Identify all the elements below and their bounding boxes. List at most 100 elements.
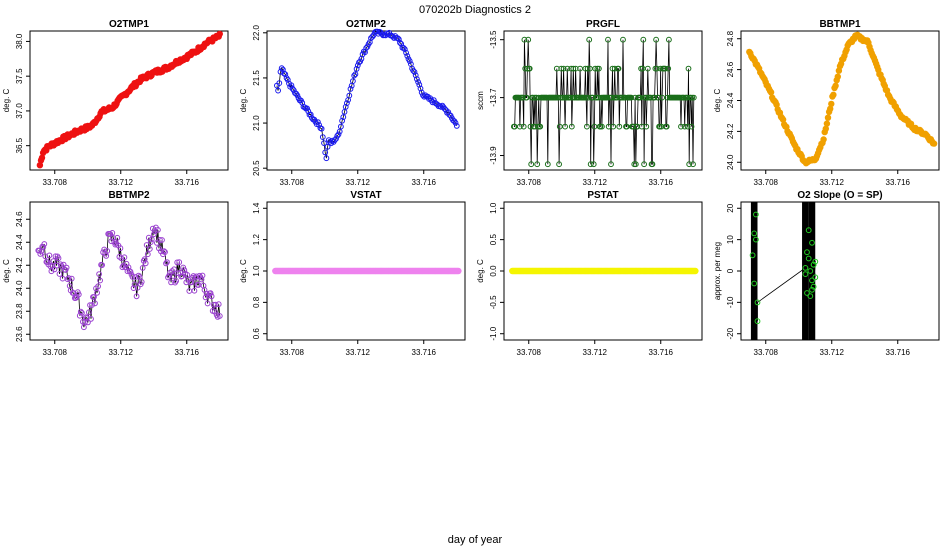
data-point <box>331 137 338 144</box>
data-point <box>616 123 623 130</box>
y-tick-label: -20 <box>726 327 735 339</box>
data-point <box>404 53 411 59</box>
x-tick-label: 33.712 <box>583 178 608 187</box>
data-point <box>322 149 329 156</box>
data-point <box>276 80 283 86</box>
panel-title: O2 Slope (O = SP) <box>797 190 882 201</box>
data-point <box>127 268 134 275</box>
data-point <box>437 103 443 109</box>
data-point <box>117 245 124 252</box>
plot-frame <box>29 30 229 171</box>
panel-title: PRGFL <box>586 19 620 30</box>
data-point <box>334 132 341 139</box>
data-point <box>180 264 187 271</box>
data-point <box>87 302 93 309</box>
data-point <box>590 94 596 101</box>
data-point <box>832 82 839 90</box>
data-point <box>284 76 291 83</box>
data-point <box>749 252 756 259</box>
data-point <box>294 92 301 99</box>
data-point <box>805 255 812 262</box>
x-tick-label: 33.712 <box>583 348 608 357</box>
y-tick-label: 24.4 <box>15 234 24 250</box>
data-point <box>159 237 165 243</box>
data-point <box>610 123 617 130</box>
y-tick-label: 24.8 <box>726 30 735 46</box>
data-point <box>525 36 532 43</box>
x-tick-label: 33.716 <box>649 178 674 187</box>
data-point <box>568 123 575 130</box>
data-point <box>138 279 145 285</box>
data-point <box>40 244 47 251</box>
y-tick-label: -13.9 <box>489 146 498 165</box>
data-point <box>95 283 101 290</box>
data-point <box>577 65 583 72</box>
data-point <box>659 94 665 101</box>
data-point <box>809 286 815 293</box>
data-point <box>394 35 401 41</box>
data-point <box>520 123 527 130</box>
data-point <box>154 240 160 246</box>
data-point <box>85 319 91 326</box>
data-point <box>767 89 775 96</box>
y-tick-label: -1.0 <box>489 326 498 340</box>
data-point <box>131 281 138 288</box>
panel-title: O2TMP1 <box>109 19 149 30</box>
data-point <box>181 267 188 274</box>
x-tick-label: 33.716 <box>412 178 437 187</box>
data-point <box>753 211 759 218</box>
x-tick-label: 33.712 <box>820 348 845 357</box>
x-tick-label: 33.716 <box>649 348 674 357</box>
data-point <box>342 104 349 110</box>
data-point <box>207 290 214 297</box>
data-point <box>101 246 108 253</box>
y-tick-label: 1.4 <box>252 202 261 214</box>
data-point <box>191 287 198 294</box>
data-point <box>42 253 49 260</box>
panel-title: O2TMP2 <box>346 19 386 30</box>
x-tick-label: 33.712 <box>346 348 371 357</box>
panel-title: BBTMP2 <box>108 190 150 201</box>
series-line <box>513 39 695 165</box>
y-tick-label: -13.5 <box>489 30 498 49</box>
x-tick-label: 33.716 <box>412 348 437 357</box>
panel-bbtmp2: BBTMP2 deg. C 33.708 33.712 33.716 23.6 23.8 24… <box>2 190 229 357</box>
data-point <box>520 94 526 101</box>
panel-bbtmp1: BBTMP1 deg. C 33.708 33.712 33.716 24.0 24.2 24… <box>713 19 940 187</box>
data-point <box>215 301 222 308</box>
data-point <box>193 273 200 280</box>
data-point <box>412 72 419 79</box>
data-point <box>754 318 761 325</box>
data-point <box>415 79 422 85</box>
data-point <box>141 256 148 263</box>
y-tick-label: 37.5 <box>15 68 24 84</box>
data-point <box>523 94 530 101</box>
panel-vstat: VSTAT deg. C 33.708 33.712 33.716 0.6 0.8 1.0 1.… <box>239 190 466 357</box>
data-point <box>48 268 55 275</box>
data-point <box>104 248 111 254</box>
data-point <box>681 123 688 130</box>
data-point <box>395 36 402 43</box>
data-point <box>534 161 541 168</box>
data-point <box>628 94 635 101</box>
data-point <box>164 259 170 266</box>
data-point <box>323 155 330 162</box>
y-tick-label: 0.8 <box>252 296 261 308</box>
x-tick-label: 33.708 <box>517 348 542 357</box>
panels: O2TMP1 deg. C 33.708 33.712 33.716 36.5 37.0 37… <box>2 19 940 357</box>
data-point <box>208 293 215 300</box>
x-tick-label: 33.716 <box>175 178 200 187</box>
data-point <box>64 276 71 283</box>
data-point <box>163 260 169 267</box>
data-point <box>157 237 163 243</box>
data-point <box>807 268 814 274</box>
data-point <box>347 86 354 92</box>
data-point <box>644 65 651 72</box>
panel-title: BBTMP1 <box>819 19 861 30</box>
y-tick-label: 20 <box>726 203 735 212</box>
data-point <box>278 65 285 72</box>
y-tick-label: 37.0 <box>15 103 24 119</box>
data-point <box>72 295 79 301</box>
data-point <box>779 116 787 123</box>
data-point <box>452 119 459 126</box>
